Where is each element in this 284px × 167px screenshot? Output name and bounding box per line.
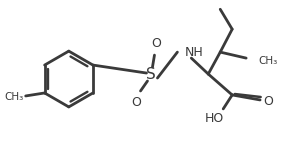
Text: O: O bbox=[263, 95, 273, 108]
Text: NH: NH bbox=[184, 46, 203, 59]
Text: S: S bbox=[146, 66, 155, 81]
Text: CH₃: CH₃ bbox=[258, 56, 277, 66]
Text: O: O bbox=[152, 37, 161, 50]
Text: HO: HO bbox=[205, 112, 224, 125]
Text: O: O bbox=[131, 96, 141, 109]
Text: CH₃: CH₃ bbox=[5, 92, 24, 102]
